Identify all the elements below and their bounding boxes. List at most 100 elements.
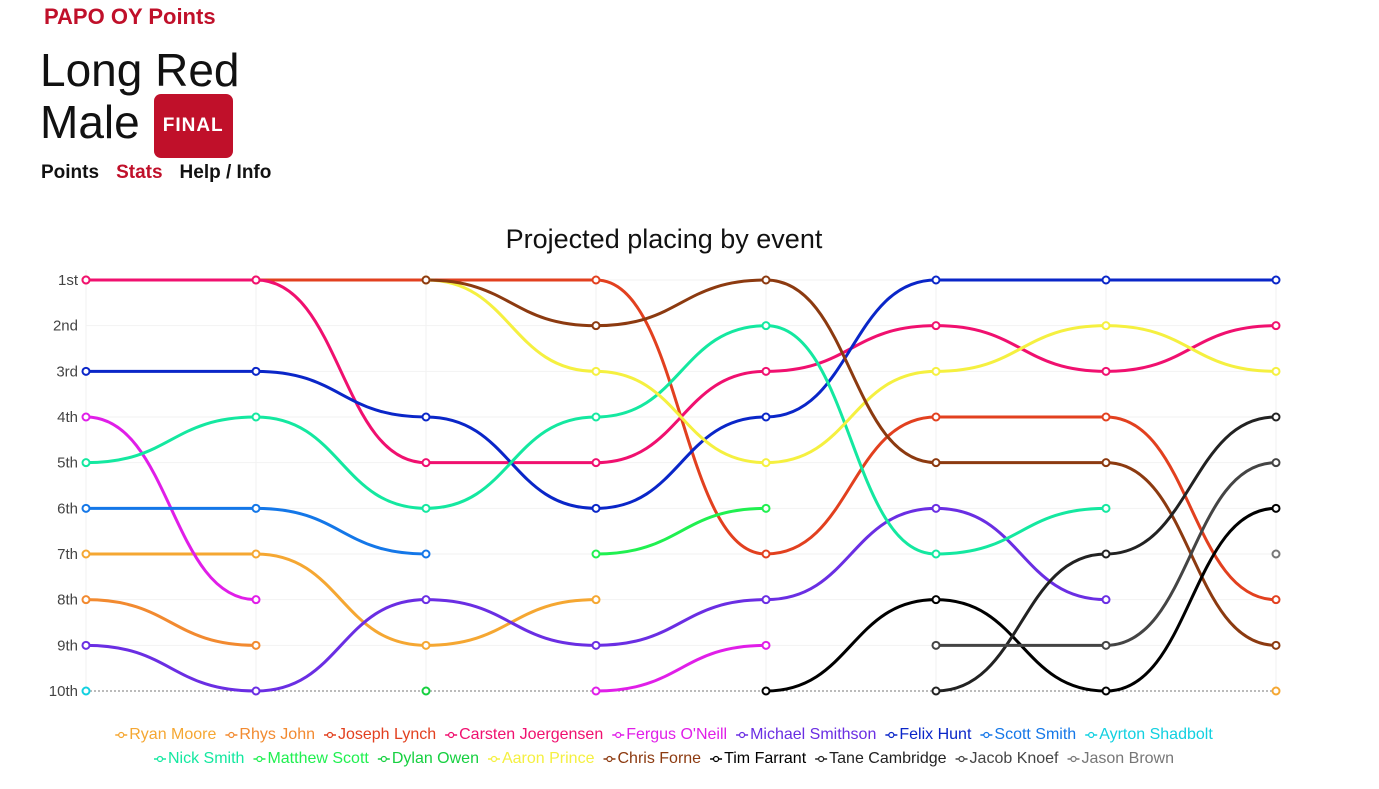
y-tick-label: 2nd [53, 318, 78, 335]
series-line [425, 278, 1277, 465]
y-tick-label: 1st [58, 272, 79, 289]
logo[interactable]: PAPO OY Points [44, 4, 216, 29]
point [421, 595, 431, 605]
legend-swatch [958, 755, 965, 763]
point [1101, 686, 1111, 696]
point [931, 366, 941, 376]
series-line [425, 278, 1277, 647]
legend-swatch [256, 755, 263, 763]
legend-swatch [888, 731, 895, 739]
point [761, 366, 771, 376]
legend-label: Ayrton Shadbolt [1099, 726, 1213, 743]
legend-label: Scott Smith [994, 726, 1076, 743]
title-line: Long Red [40, 44, 240, 96]
point [81, 366, 91, 376]
point [1271, 321, 1281, 331]
point [761, 549, 771, 559]
legend-swatch [156, 755, 164, 763]
point [1271, 412, 1281, 422]
legend-swatch [983, 731, 990, 739]
y-tick-label: 4th [57, 409, 78, 426]
point [421, 412, 431, 422]
point [251, 503, 261, 513]
point [251, 366, 261, 376]
legend-label: Tane Cambridge [829, 750, 947, 767]
point [591, 686, 601, 696]
legend-swatch [1070, 755, 1077, 763]
legend-swatch [228, 731, 235, 739]
point [1271, 640, 1281, 650]
point [1271, 595, 1281, 605]
legend-label: Michael Smithson [750, 726, 876, 743]
point [591, 640, 601, 650]
point [761, 640, 771, 650]
point [421, 549, 431, 559]
point [251, 412, 261, 422]
point [421, 503, 431, 513]
legend-swatch [738, 731, 746, 739]
point [761, 412, 771, 422]
y-tick-label: 6th [57, 500, 78, 517]
legend-swatch [380, 755, 387, 763]
point [1101, 412, 1111, 422]
point [1271, 686, 1281, 696]
series-line [85, 324, 1107, 556]
point [81, 458, 91, 468]
point [591, 503, 601, 513]
legend-label: Joseph Lynch [338, 726, 436, 743]
legend-row: Ryan Moore Rhys John Joseph Lynch Carsten J… [115, 726, 1213, 743]
legend-swatch [448, 731, 455, 739]
point [1101, 640, 1111, 650]
chart-title: Projected placing by event [506, 224, 823, 254]
point [251, 275, 261, 285]
legend-swatch [615, 731, 622, 739]
point [81, 503, 91, 513]
point [1101, 366, 1111, 376]
nav-link[interactable]: Stats [116, 162, 163, 183]
series-line [936, 461, 1277, 647]
legend-label: Chris Forne [617, 750, 701, 767]
title-line: Male [40, 96, 140, 149]
nav-link[interactable]: Help / Info [179, 162, 272, 183]
series-line [85, 598, 257, 647]
point [81, 595, 91, 605]
y-tick-label: 9th [57, 637, 78, 654]
point [931, 412, 941, 422]
legend-label: Fergus O'Neill [626, 726, 727, 743]
legend-swatch [326, 731, 334, 739]
legend-label: Matthew Scott [267, 750, 369, 767]
point [81, 549, 91, 559]
point [1101, 458, 1111, 468]
point [421, 275, 431, 285]
point [1101, 595, 1111, 605]
series-line [86, 278, 1277, 465]
point [591, 595, 601, 605]
point [1101, 321, 1111, 331]
point [931, 503, 941, 513]
nav: Points Stats Help / Info [41, 162, 288, 184]
legend-label: Jason Brown [1082, 750, 1175, 767]
point [591, 549, 601, 559]
y-tick-label: 3rd [56, 363, 78, 380]
legend-label: Jacob Knoef [970, 750, 1060, 767]
series-line [86, 278, 1276, 510]
series-line [595, 506, 767, 556]
point [81, 686, 91, 696]
point [761, 686, 771, 696]
y-tick-label: 7th [57, 546, 78, 563]
point [591, 366, 601, 376]
point [761, 595, 771, 605]
series-line [86, 278, 1277, 602]
point [931, 686, 941, 696]
status-badge: FINAL [153, 94, 233, 158]
point [1271, 458, 1281, 468]
legend-swatch [118, 731, 125, 739]
y-tick-label: 8th [57, 592, 78, 609]
legend-label: Carsten Joergensen [459, 726, 603, 743]
nav-link[interactable]: Points [41, 162, 100, 183]
point [761, 503, 771, 513]
point [81, 275, 91, 285]
series-line [765, 506, 1277, 693]
